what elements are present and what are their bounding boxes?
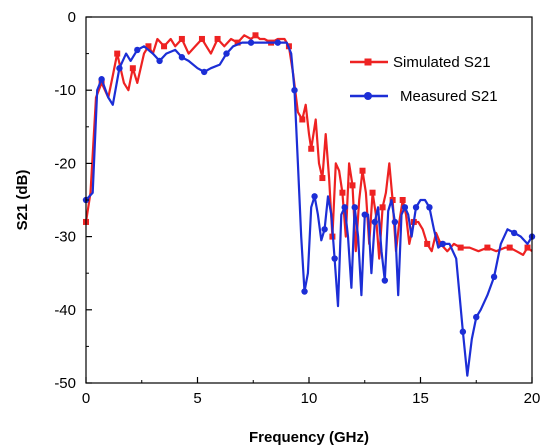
data-point-simulated (349, 182, 356, 189)
data-point-simulated (424, 240, 431, 247)
data-point-simulated (299, 116, 306, 123)
data-point-simulated (524, 244, 531, 251)
data-point-measured (274, 39, 281, 46)
legend: Simulated S21 Measured S21 (350, 54, 498, 105)
x-tick-label: 20 (524, 390, 541, 407)
data-point-measured (311, 193, 318, 200)
data-point-simulated (145, 43, 152, 50)
y-tick-label: -20 (54, 155, 76, 172)
data-point-measured (381, 277, 389, 284)
data-point-simulated (379, 204, 386, 211)
data-point-simulated (161, 43, 168, 50)
series-layer (82, 32, 536, 377)
data-point-measured (301, 288, 308, 295)
data-point-measured (490, 273, 498, 281)
data-point-measured (223, 50, 230, 57)
data-point-measured (371, 218, 378, 226)
series-line-measured (85, 41, 533, 377)
data-point-simulated (178, 35, 185, 42)
data-point-simulated (339, 189, 346, 196)
data-point-measured (426, 204, 433, 211)
data-point-measured (178, 54, 186, 61)
data-point-measured (510, 229, 518, 237)
ticks-layer: 0 5 10 15 20 0 -10 -20 -30 -40 -50 (54, 9, 540, 407)
data-point-measured (412, 204, 420, 211)
data-point-simulated (198, 35, 205, 42)
data-point-simulated (484, 244, 491, 251)
data-point-simulated (252, 32, 259, 39)
data-point-measured (134, 46, 141, 54)
y-tick-label: -40 (54, 302, 76, 319)
x-tick-label: 10 (301, 390, 318, 407)
data-point-measured (473, 313, 480, 321)
x-tick-label: 5 (193, 390, 201, 407)
y-tick-label: -50 (54, 375, 76, 392)
data-point-simulated (129, 65, 136, 72)
data-point-simulated (399, 197, 406, 203)
plot-frame (85, 16, 533, 384)
data-point-measured (401, 204, 409, 211)
x-axis-title: Frequency (GHz) (249, 429, 369, 446)
data-point-measured (351, 204, 358, 211)
y-tick-label: -10 (54, 82, 76, 99)
data-point-measured (156, 57, 163, 65)
data-point-measured (291, 87, 298, 94)
data-point-measured (98, 76, 105, 83)
legend-label-simulated: Simulated S21 (393, 54, 491, 71)
y-axis-title: S21 (dB) (14, 170, 31, 231)
data-point-measured (116, 65, 123, 72)
data-point-simulated (114, 50, 121, 57)
data-point-simulated (389, 197, 396, 203)
data-point-measured (439, 240, 446, 248)
data-point-measured (361, 211, 368, 218)
data-point-simulated (319, 175, 326, 182)
y-tick-label: 0 (68, 9, 76, 26)
y-tick-label: -30 (54, 229, 76, 246)
data-point-measured (459, 328, 467, 335)
data-point-measured (247, 39, 255, 46)
x-tick-label: 15 (412, 390, 429, 407)
legend-marker-measured (364, 92, 372, 100)
data-point-simulated (98, 79, 105, 86)
legend-marker-simulated (364, 58, 372, 66)
data-point-measured (321, 226, 328, 233)
data-point-simulated (506, 244, 513, 251)
data-point-measured (391, 218, 399, 226)
x-tick-label: 0 (82, 390, 90, 407)
data-point-simulated (359, 167, 366, 174)
data-point-simulated (234, 39, 241, 46)
legend-label-measured: Measured S21 (400, 88, 498, 105)
data-point-measured (331, 255, 338, 262)
data-point-measured (341, 204, 348, 211)
data-point-simulated (369, 189, 376, 196)
data-point-simulated (308, 145, 315, 152)
data-point-simulated (457, 244, 464, 251)
data-point-simulated (214, 35, 221, 42)
data-point-measured (200, 68, 208, 76)
